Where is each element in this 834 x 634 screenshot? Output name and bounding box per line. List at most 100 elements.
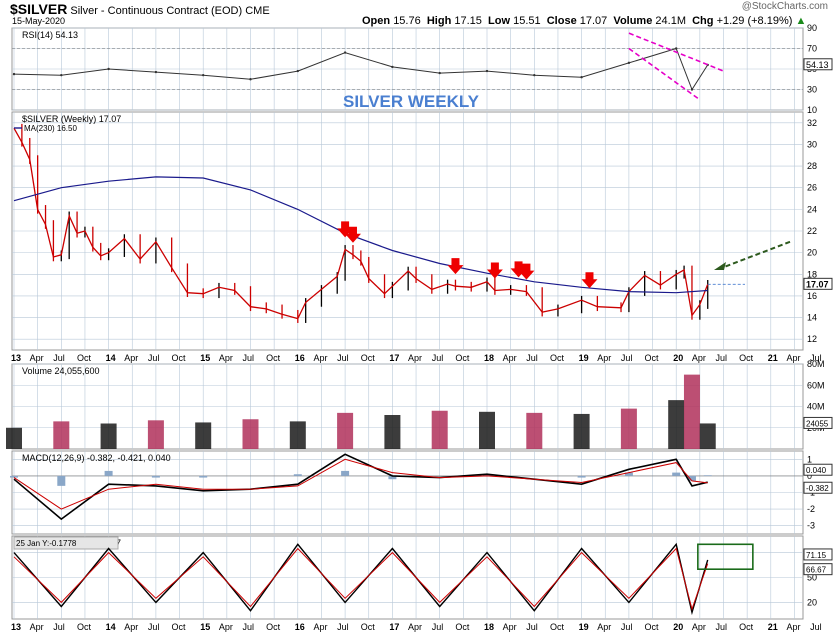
time-tick-bottom-24: 19 (579, 622, 589, 632)
rsi-point (249, 78, 252, 81)
macd-histogram-bar (293, 474, 302, 476)
rsi-point (438, 71, 441, 75)
time-tick-mid-26: Jul (621, 353, 633, 363)
macd-histogram-bar (10, 475, 18, 478)
rsi-point (343, 51, 347, 54)
chg-label: Chg (692, 15, 714, 27)
volume-last-value-box (803, 416, 833, 429)
forecast-arrow-line (721, 240, 791, 269)
time-tick-bottom-0: 13 (11, 622, 21, 632)
time-tick-bottom-12: 16 (295, 622, 305, 632)
volume-bar (242, 419, 259, 449)
stoch-last-value-0: 71.15 (806, 551, 827, 560)
volume-label: Volume (613, 15, 653, 27)
volume-bar (431, 410, 448, 449)
rsi-point (107, 67, 110, 71)
rsi-point (12, 72, 16, 76)
volume-bar (573, 413, 590, 449)
ohlc-readout: Open 15.76 High 17.15 Low 15.51 Close 17… (362, 15, 806, 27)
close-value: 17.07 (579, 15, 608, 27)
symbol-description: Silver - Continuous Contract (EOD) (70, 5, 243, 17)
macd-last-value-box (803, 463, 833, 476)
y-tick-volume-1: 40M (807, 402, 825, 412)
time-tick-bottom-22: Jul (526, 622, 538, 632)
y-tick-price-6: 24 (807, 204, 817, 214)
time-tick-mid-19: Oct (455, 353, 470, 363)
macd-histogram-bar (388, 475, 397, 480)
time-tick-bottom-30: Jul (716, 622, 728, 632)
time-tick-mid-34: Jul (810, 353, 822, 363)
volume-bar (147, 420, 164, 449)
annotation-title: SILVER WEEKLY (343, 92, 480, 111)
macd-histogram-bar (703, 475, 712, 476)
volume-bar (6, 427, 22, 449)
y-tick-rsi-1: 30 (807, 85, 817, 95)
time-tick-mid-24: 19 (579, 353, 589, 363)
time-tick-mid-23: Oct (550, 353, 565, 363)
time-tick-mid-33: Apr (786, 353, 800, 363)
y-tick-macd-4: 1 (807, 454, 812, 464)
channel-line-lower (628, 47, 701, 101)
time-tick-mid-17: Apr (408, 353, 422, 363)
rsi-point (675, 47, 678, 50)
time-tick-bottom-18: Jul (432, 622, 444, 632)
macd-histogram-bar (199, 475, 208, 478)
y-tick-stochastic-1: 50 (807, 573, 817, 583)
panel-title-rsi: RSI(14) 54.13 (22, 30, 78, 40)
time-tick-bottom-14: Jul (337, 622, 349, 632)
low-value: 15.51 (513, 15, 541, 27)
volume-bar (668, 400, 685, 449)
y-tick-stochastic-0: 20 (807, 597, 817, 607)
time-tick-mid-14: Jul (337, 353, 349, 363)
rsi-point (485, 69, 489, 73)
y-tick-price-0: 12 (807, 334, 817, 344)
panel-title-volume: Volume 24,055,600 (22, 366, 100, 376)
time-tick-mid-5: Apr (124, 353, 138, 363)
macd-histogram-bar (57, 475, 66, 486)
y-tick-macd-0: -3 (807, 521, 815, 531)
time-tick-mid-12: 16 (295, 353, 305, 363)
time-tick-bottom-15: Oct (361, 622, 376, 632)
y-tick-macd-3: 0 (807, 471, 812, 481)
rsi-point (533, 73, 536, 77)
cursor-label-box (13, 536, 119, 550)
time-tick-bottom-25: Apr (597, 622, 611, 632)
time-tick-mid-1: Apr (30, 353, 44, 363)
time-tick-bottom-26: Jul (621, 622, 633, 632)
volume-bar (683, 374, 700, 449)
time-tick-mid-8: 15 (200, 353, 210, 363)
open-value: 15.76 (393, 15, 421, 27)
rsi-last-value-box (803, 58, 833, 71)
rsi-point (154, 70, 158, 74)
y-tick-macd-1: -2 (807, 504, 815, 514)
red-arrow-marker (518, 263, 535, 280)
rsi-last-value: 54.13 (806, 60, 829, 70)
y-tick-price-8: 28 (807, 161, 817, 171)
time-tick-bottom-33: Apr (786, 622, 800, 632)
volume-bar (699, 423, 716, 449)
time-tick-bottom-5: Apr (124, 622, 138, 632)
time-tick-bottom-10: Jul (243, 622, 255, 632)
chg-up-icon: ▲ (795, 15, 807, 27)
rsi-point (627, 61, 631, 65)
time-tick-bottom-8: 15 (200, 622, 210, 632)
volume-bar (384, 415, 401, 449)
price-last-value-box (803, 277, 833, 290)
red-arrow-marker (337, 221, 354, 238)
time-tick-bottom-4: 14 (106, 622, 116, 632)
open-label: Open (362, 15, 391, 27)
y-tick-price-2: 16 (807, 291, 817, 301)
rsi-point (202, 73, 205, 77)
volume-bar (53, 421, 70, 449)
rsi-point (580, 76, 583, 79)
chart-date: 15-May-2020 (12, 16, 66, 26)
y-tick-price-9: 30 (807, 139, 817, 149)
panel-title-macd: MACD(12,26,9) -0.382, -0.421, 0.040 (22, 453, 171, 463)
y-tick-price-1: 14 (807, 313, 817, 323)
time-tick-mid-30: Jul (716, 353, 728, 363)
red-arrow-marker (581, 272, 598, 289)
red-arrow-marker (344, 226, 361, 243)
y-tick-volume-3: 80M (807, 359, 825, 369)
time-tick-mid-0: 13 (11, 353, 21, 363)
